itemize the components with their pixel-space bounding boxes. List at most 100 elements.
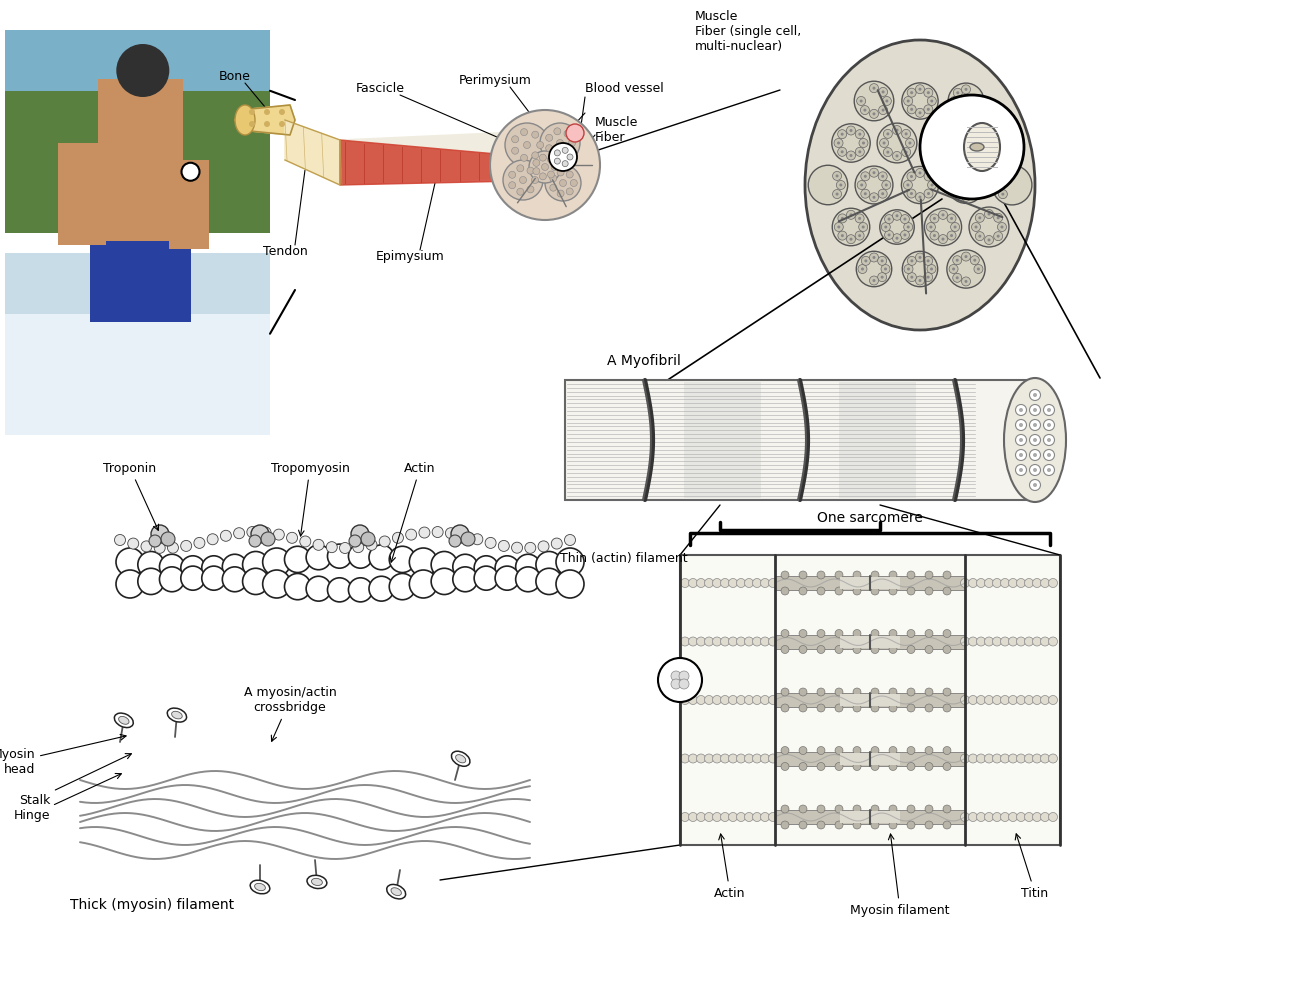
Circle shape [951, 222, 959, 231]
Circle shape [1009, 813, 1018, 822]
Circle shape [971, 256, 980, 265]
Polygon shape [285, 120, 340, 185]
Circle shape [973, 141, 977, 144]
Circle shape [835, 192, 839, 195]
Circle shape [889, 746, 896, 755]
Circle shape [907, 256, 916, 265]
Circle shape [873, 113, 876, 116]
Circle shape [495, 556, 519, 580]
Text: A myosin/actin
crossbridge: A myosin/actin crossbridge [244, 686, 336, 741]
Circle shape [249, 535, 261, 547]
Circle shape [883, 268, 887, 271]
Circle shape [889, 571, 896, 579]
Circle shape [361, 532, 375, 546]
Circle shape [919, 256, 921, 259]
Circle shape [705, 754, 714, 763]
Circle shape [1049, 637, 1058, 646]
Circle shape [728, 637, 737, 646]
Text: Muscle
Fiber: Muscle Fiber [595, 116, 638, 144]
Circle shape [904, 97, 912, 106]
Circle shape [265, 121, 270, 127]
Circle shape [903, 180, 912, 189]
Circle shape [878, 256, 886, 265]
Circle shape [907, 821, 915, 829]
Circle shape [924, 189, 933, 198]
Circle shape [287, 532, 297, 543]
Circle shape [753, 579, 761, 588]
Circle shape [916, 192, 925, 201]
Circle shape [521, 128, 528, 135]
Circle shape [549, 143, 577, 171]
Circle shape [728, 813, 737, 822]
Circle shape [713, 813, 722, 822]
Text: Epimysium: Epimysium [375, 250, 444, 263]
Circle shape [924, 105, 933, 114]
Circle shape [1024, 579, 1033, 588]
Circle shape [887, 233, 890, 236]
Circle shape [853, 821, 861, 829]
Circle shape [451, 525, 469, 543]
Circle shape [1029, 434, 1041, 445]
Circle shape [930, 268, 933, 271]
Circle shape [907, 746, 915, 755]
Text: Actin: Actin [714, 834, 745, 899]
Circle shape [223, 554, 248, 579]
Circle shape [564, 130, 571, 137]
Circle shape [902, 129, 911, 138]
Bar [684, 382, 761, 498]
Circle shape [353, 542, 364, 553]
Circle shape [554, 151, 560, 158]
Circle shape [885, 225, 887, 228]
Circle shape [870, 746, 880, 755]
Circle shape [993, 695, 1002, 704]
Circle shape [956, 192, 959, 195]
Circle shape [873, 256, 876, 259]
Circle shape [379, 536, 390, 547]
Circle shape [886, 132, 890, 135]
Circle shape [925, 821, 933, 829]
Circle shape [744, 754, 753, 763]
Circle shape [1033, 423, 1037, 427]
Circle shape [993, 637, 1002, 646]
Circle shape [969, 172, 979, 181]
Circle shape [181, 566, 205, 591]
Circle shape [817, 821, 825, 829]
Circle shape [853, 688, 861, 696]
Circle shape [964, 88, 968, 91]
Circle shape [902, 147, 911, 156]
Circle shape [998, 138, 1007, 147]
Circle shape [392, 532, 404, 543]
Circle shape [878, 106, 887, 115]
Circle shape [697, 695, 705, 704]
Circle shape [925, 587, 933, 595]
Circle shape [988, 127, 990, 130]
Circle shape [853, 805, 861, 813]
Circle shape [909, 192, 913, 195]
Circle shape [705, 579, 714, 588]
Circle shape [869, 84, 878, 93]
Circle shape [1041, 579, 1049, 588]
Circle shape [954, 141, 956, 144]
Circle shape [919, 195, 921, 198]
Circle shape [736, 754, 745, 763]
Circle shape [889, 688, 896, 696]
Circle shape [911, 92, 913, 95]
Circle shape [1019, 438, 1023, 442]
Circle shape [1015, 449, 1027, 460]
Circle shape [679, 671, 689, 681]
Circle shape [1033, 438, 1037, 442]
Circle shape [141, 541, 152, 552]
Circle shape [533, 159, 539, 166]
Circle shape [835, 587, 843, 595]
Circle shape [834, 222, 843, 231]
Circle shape [870, 629, 880, 637]
Circle shape [138, 569, 164, 595]
Circle shape [1024, 637, 1033, 646]
Circle shape [881, 276, 883, 279]
Circle shape [925, 645, 933, 653]
Circle shape [925, 763, 933, 771]
Circle shape [882, 91, 885, 94]
Circle shape [947, 250, 985, 288]
Circle shape [1049, 695, 1058, 704]
Circle shape [1001, 141, 1005, 144]
